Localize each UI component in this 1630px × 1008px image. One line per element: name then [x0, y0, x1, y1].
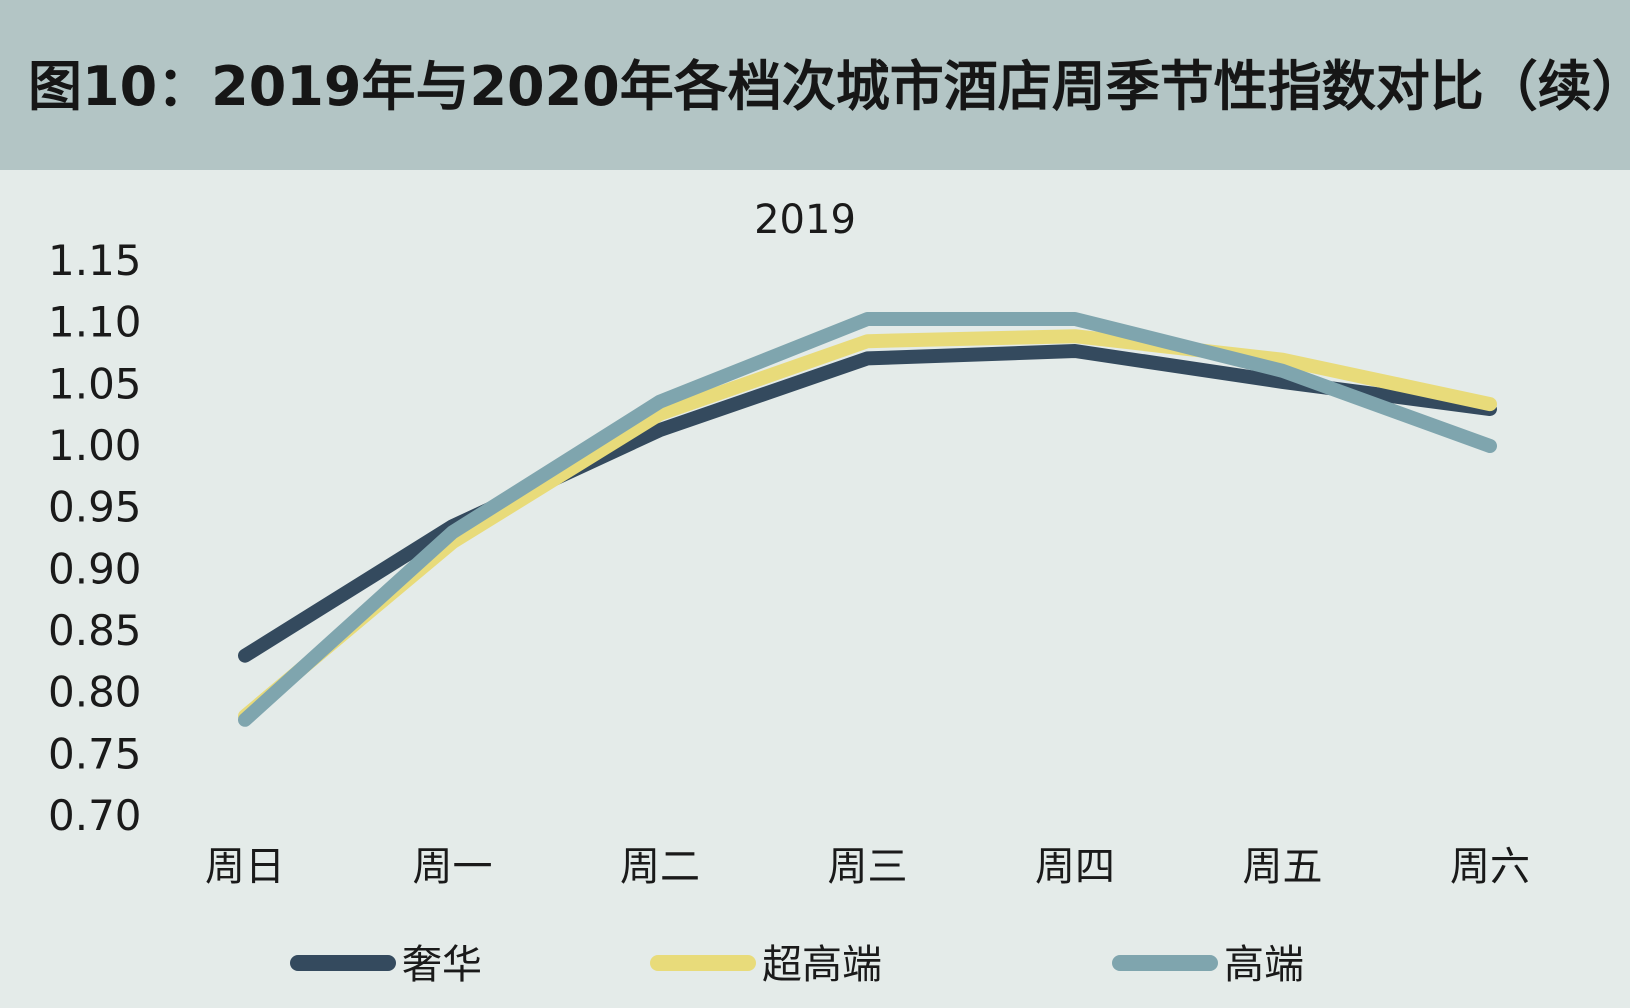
data-point [659, 413, 661, 415]
data-point [867, 318, 868, 320]
legend-label: 高端 [1224, 942, 1304, 988]
x-tick-label: 周一 [413, 844, 493, 890]
data-point [1489, 445, 1491, 447]
data-point [867, 357, 868, 359]
data-point [1489, 403, 1491, 405]
x-axis: 周日 周一 周二 周三 周四 周五 周六 [205, 844, 1530, 890]
y-tick-label: 0.75 [48, 729, 142, 778]
data-point [1282, 381, 1283, 383]
legend: 奢华 超高端 高端 [290, 942, 1304, 988]
y-tick-label: 0.95 [48, 483, 142, 532]
y-tick-label: 0.90 [48, 544, 142, 593]
series-line-2 [238, 329, 1497, 724]
series-line-3 [238, 312, 1497, 727]
y-tick-label: 1.00 [48, 421, 142, 470]
figure-title: 图10：2019年与2020年各档次城市酒店周季节性指数对比（续） [28, 55, 1630, 118]
chart-title: 2019 [754, 197, 856, 243]
chart-panel [0, 170, 1630, 1008]
y-axis: 1.15 1.10 1.05 1.00 0.95 0.90 0.85 0.80 0.75 0.70 [48, 236, 142, 840]
data-point [1074, 335, 1076, 337]
x-tick-label: 周二 [620, 844, 700, 890]
chart-header: 图10：2019年与2020年各档次城市酒店周季节性指数对比（续） [0, 0, 1630, 170]
y-tick-label: 0.70 [48, 791, 142, 840]
x-tick-label: 周三 [828, 844, 908, 890]
data-point [867, 340, 868, 342]
data-point [1282, 359, 1283, 361]
y-tick-label: 0.80 [48, 668, 142, 717]
legend-label: 超高端 [762, 942, 882, 988]
y-tick-label: 1.15 [48, 236, 142, 285]
y-tick-label: 0.85 [48, 606, 142, 655]
data-point [1282, 370, 1283, 372]
series-line-1 [238, 344, 1497, 663]
x-tick-label: 周五 [1243, 844, 1323, 890]
data-point [244, 655, 246, 657]
data-point [659, 401, 661, 403]
data-point [659, 429, 661, 431]
data-point [1074, 318, 1076, 320]
x-tick-label: 周六 [1450, 844, 1530, 890]
data-point [452, 531, 453, 533]
x-tick-label: 周四 [1035, 844, 1115, 890]
y-tick-label: 1.10 [48, 298, 142, 347]
series-lines [238, 312, 1497, 727]
data-point [1074, 350, 1076, 352]
x-tick-label: 周日 [205, 844, 285, 890]
data-point [244, 719, 246, 721]
legend-label: 奢华 [402, 942, 482, 988]
y-tick-label: 1.05 [48, 359, 142, 408]
